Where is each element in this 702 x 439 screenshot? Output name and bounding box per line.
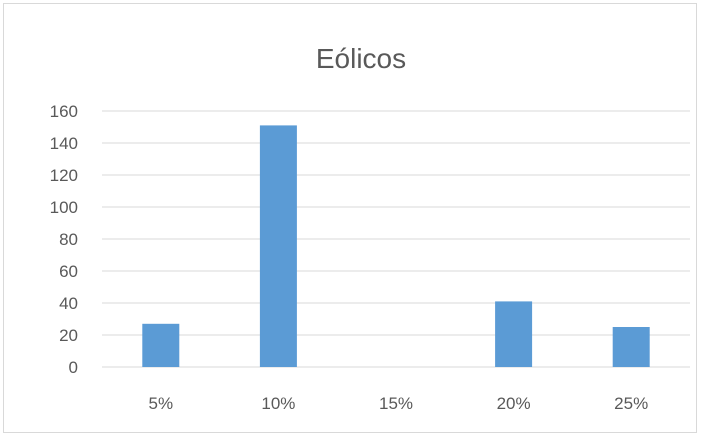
y-tick-label: 120: [50, 166, 78, 185]
bar-chart: Eólicos 0 20 40 60 80 100 120 140 160 5% 10% 15% 20…: [50, 43, 690, 413]
x-tick-label: 20%: [497, 394, 531, 413]
y-tick-label: 80: [59, 230, 78, 249]
gridlines: [102, 110, 690, 368]
y-tick-label: 100: [50, 198, 78, 217]
x-tick-label: 5%: [149, 394, 174, 413]
bars: [142, 125, 650, 368]
y-tick-label: 40: [59, 294, 78, 313]
chart-title: Eólicos: [316, 43, 406, 74]
x-axis: 5% 10% 15% 20% 25%: [149, 394, 649, 413]
y-tick-label: 0: [69, 358, 78, 377]
y-axis: 0 20 40 60 80 100 120 140 160: [50, 102, 78, 377]
bar-20pct: [495, 301, 533, 367]
y-tick-label: 20: [59, 326, 78, 345]
x-tick-label: 10%: [261, 394, 295, 413]
bar-25pct: [612, 327, 650, 367]
y-tick-label: 160: [50, 102, 78, 121]
bar-10pct: [259, 125, 297, 368]
x-tick-label: 25%: [614, 394, 648, 413]
y-tick-label: 140: [50, 134, 78, 153]
x-tick-label: 15%: [379, 394, 413, 413]
y-tick-label: 60: [59, 262, 78, 281]
chart-container: Eólicos 0 20 40 60 80 100 120 140 160 5% 10% 15% 20…: [3, 3, 697, 433]
bar-5pct: [142, 323, 180, 367]
